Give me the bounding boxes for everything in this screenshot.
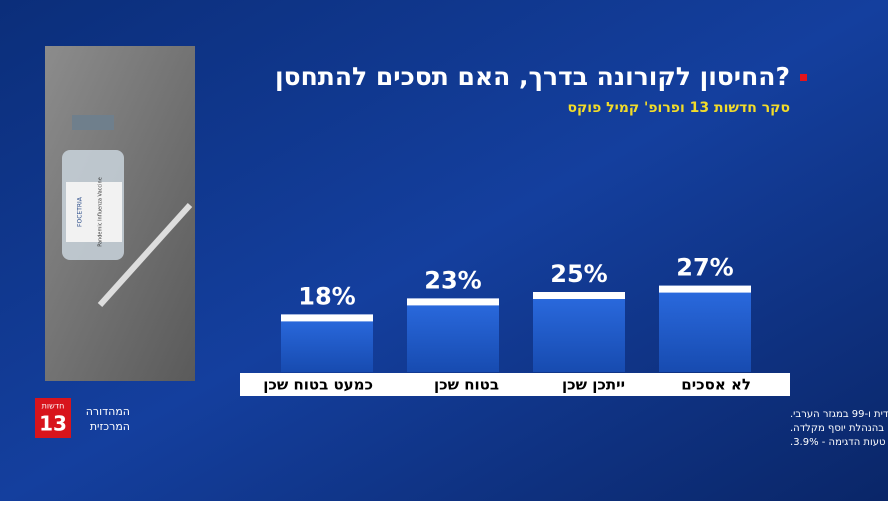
photo: FOCETRIA Pandemic Influenza Vaccine <box>45 46 195 381</box>
title: החיסון לקורונה בדרך, האם תסכים להתחסן? <box>275 62 790 91</box>
bar <box>533 292 625 372</box>
category-label: לא אסכים <box>681 376 751 394</box>
logo: חדשות 13 המהדורה המרכזית <box>35 398 130 438</box>
vial-label <box>66 182 122 242</box>
bar-cap <box>533 292 625 299</box>
bar-cap <box>659 285 751 293</box>
category-label: ייתכן שכן <box>562 376 625 394</box>
category-strip <box>240 373 790 396</box>
bar-cap <box>281 314 373 322</box>
footnote: התשאול נערך ע"י חברת פרויקט המדגם בהנהלת… <box>790 423 888 434</box>
bullet <box>800 74 807 81</box>
logo-number: 13 <box>39 412 67 436</box>
bar <box>407 298 499 372</box>
value-label: 18% <box>298 282 355 310</box>
logo-brand: חדשות <box>42 402 65 411</box>
bar <box>659 285 751 372</box>
footnote: טעות הדגימה - 3.9%. <box>790 437 885 448</box>
footnotes: סקר חדשות 13 והפרופסור קמיל פוקס כלל 700… <box>790 409 888 448</box>
value-label: 27% <box>676 254 733 282</box>
footnote: סקר חדשות 13 והפרופסור קמיל פוקס כלל 700… <box>790 409 888 420</box>
logo-box <box>35 398 71 438</box>
vial-cap <box>72 115 114 130</box>
value-label: 23% <box>424 266 481 294</box>
bar-cap <box>407 298 499 306</box>
bar <box>281 314 373 372</box>
subtitle: סקר חדשות 13 ופרופ' קמיל פוקס <box>567 100 790 116</box>
photo-text: Pandemic Influenza Vaccine <box>98 177 104 247</box>
syringe <box>97 202 193 308</box>
category-label: בטוח שכן <box>434 376 499 394</box>
photo-text: FOCETRIA <box>77 196 84 227</box>
value-label: 25% <box>550 260 607 288</box>
show-name: המהדורה <box>86 405 130 418</box>
category-label: כמעט בטוח שכן <box>263 376 373 394</box>
show-name: המרכזית <box>90 420 130 433</box>
